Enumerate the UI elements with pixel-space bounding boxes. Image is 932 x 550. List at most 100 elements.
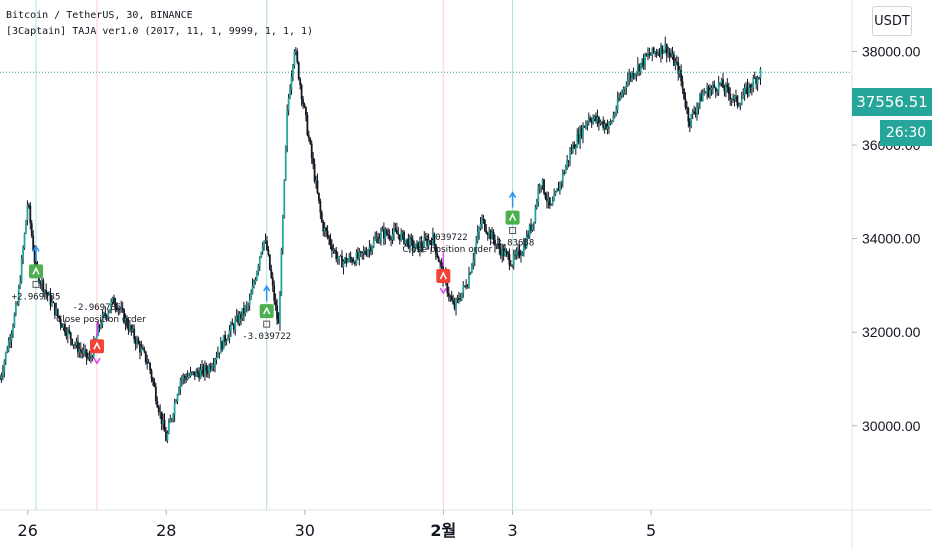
candle-body — [527, 234, 530, 237]
candle-body — [127, 326, 130, 331]
candle-body — [540, 185, 543, 187]
candle-body — [658, 52, 661, 56]
candle-body — [668, 52, 671, 55]
candle-body — [267, 249, 270, 255]
candle-body — [219, 341, 222, 354]
candle-body — [244, 306, 247, 314]
candle-body — [39, 283, 42, 285]
candle-body — [232, 325, 235, 330]
candle-body — [590, 120, 593, 123]
candle-body — [472, 259, 475, 266]
candle-body — [639, 62, 642, 72]
candle-body — [26, 205, 29, 221]
candle-body — [577, 134, 580, 142]
candle-body — [546, 198, 548, 202]
candle-body — [300, 85, 303, 100]
candle-body — [153, 381, 156, 387]
candle-body — [176, 394, 179, 402]
candle-body — [326, 230, 329, 237]
candle-body — [433, 233, 436, 245]
candle-body — [238, 313, 241, 324]
candle-body — [465, 285, 468, 288]
candle-body — [681, 81, 684, 89]
candle-body — [619, 95, 622, 100]
candle-body — [733, 96, 736, 100]
candle-body — [229, 323, 232, 331]
candle-body — [701, 93, 704, 102]
candle-body — [182, 375, 185, 379]
long-entry-marker[interactable] — [505, 210, 520, 225]
candle-body — [263, 240, 265, 247]
candle-body — [713, 84, 716, 88]
candle-body — [69, 332, 72, 340]
candle-body — [462, 285, 465, 293]
candle-body — [496, 243, 499, 245]
candle-body — [473, 248, 476, 260]
currency-button[interactable]: USDT — [872, 6, 912, 36]
candle-body — [612, 115, 615, 122]
candle-body — [596, 116, 599, 121]
candle-body — [459, 299, 462, 301]
long-entry-marker[interactable] — [259, 304, 274, 319]
candle-body — [242, 308, 245, 314]
short-entry-marker[interactable] — [89, 339, 104, 354]
candle-body — [665, 43, 668, 56]
candle-body — [719, 82, 722, 84]
candle-body — [141, 347, 144, 350]
candle-body — [279, 295, 281, 324]
candle-body — [365, 253, 368, 256]
candle-body — [136, 339, 138, 345]
candle-body — [296, 51, 299, 63]
candle-body — [342, 261, 345, 268]
candle-body — [331, 245, 333, 251]
candle-body — [111, 297, 114, 302]
candle-body — [48, 293, 50, 296]
candle-body — [156, 400, 159, 408]
candle-body — [749, 84, 752, 89]
time-axis[interactable]: 26 28 30 2월 3 5 — [18, 510, 657, 540]
candle-body — [502, 247, 505, 257]
candle-body — [140, 347, 143, 353]
candle-body — [378, 238, 381, 243]
candle-body — [85, 349, 88, 358]
long-entry-marker[interactable] — [29, 264, 44, 279]
candle-body — [247, 304, 250, 306]
candle-body — [273, 285, 276, 301]
candle-body — [371, 246, 374, 252]
time-axis-label: 30 — [295, 521, 315, 540]
candle-body — [206, 371, 209, 374]
order-icon — [263, 320, 271, 328]
candle-body — [592, 118, 595, 123]
candle-body — [354, 261, 356, 265]
candle-body — [434, 244, 437, 254]
candle-body — [319, 201, 322, 213]
candle-body — [209, 365, 212, 370]
candle-body — [193, 371, 196, 377]
candle-body — [316, 180, 319, 193]
indicator-legend[interactable]: [3Captain] TAJA ver1.0 (2017, 11, 1, 999… — [6, 26, 314, 37]
candle-body — [322, 221, 325, 232]
candle-body — [569, 151, 571, 162]
candle-body — [622, 88, 625, 94]
short-entry-marker[interactable] — [436, 269, 451, 284]
candle-body — [737, 105, 740, 107]
candle-body — [606, 126, 609, 130]
candle-body — [100, 325, 102, 328]
candle-body — [393, 228, 395, 235]
candle-body — [107, 312, 110, 318]
marker-glyph-icon — [508, 212, 517, 221]
candle-body — [636, 64, 639, 73]
candle-body — [274, 300, 277, 306]
candle-body — [72, 344, 75, 346]
candle-body — [305, 107, 307, 116]
candle-body — [323, 227, 326, 232]
symbol-legend[interactable]: Bitcoin / TetherUS, 30, BINANCE — [6, 10, 193, 21]
entry-arrow-head-icon — [32, 244, 40, 252]
candle-body — [504, 251, 506, 257]
candle-body — [544, 193, 547, 199]
candle-body — [358, 251, 361, 259]
candle-body — [397, 233, 400, 235]
candle-body — [561, 172, 564, 183]
candle-body — [716, 91, 719, 93]
